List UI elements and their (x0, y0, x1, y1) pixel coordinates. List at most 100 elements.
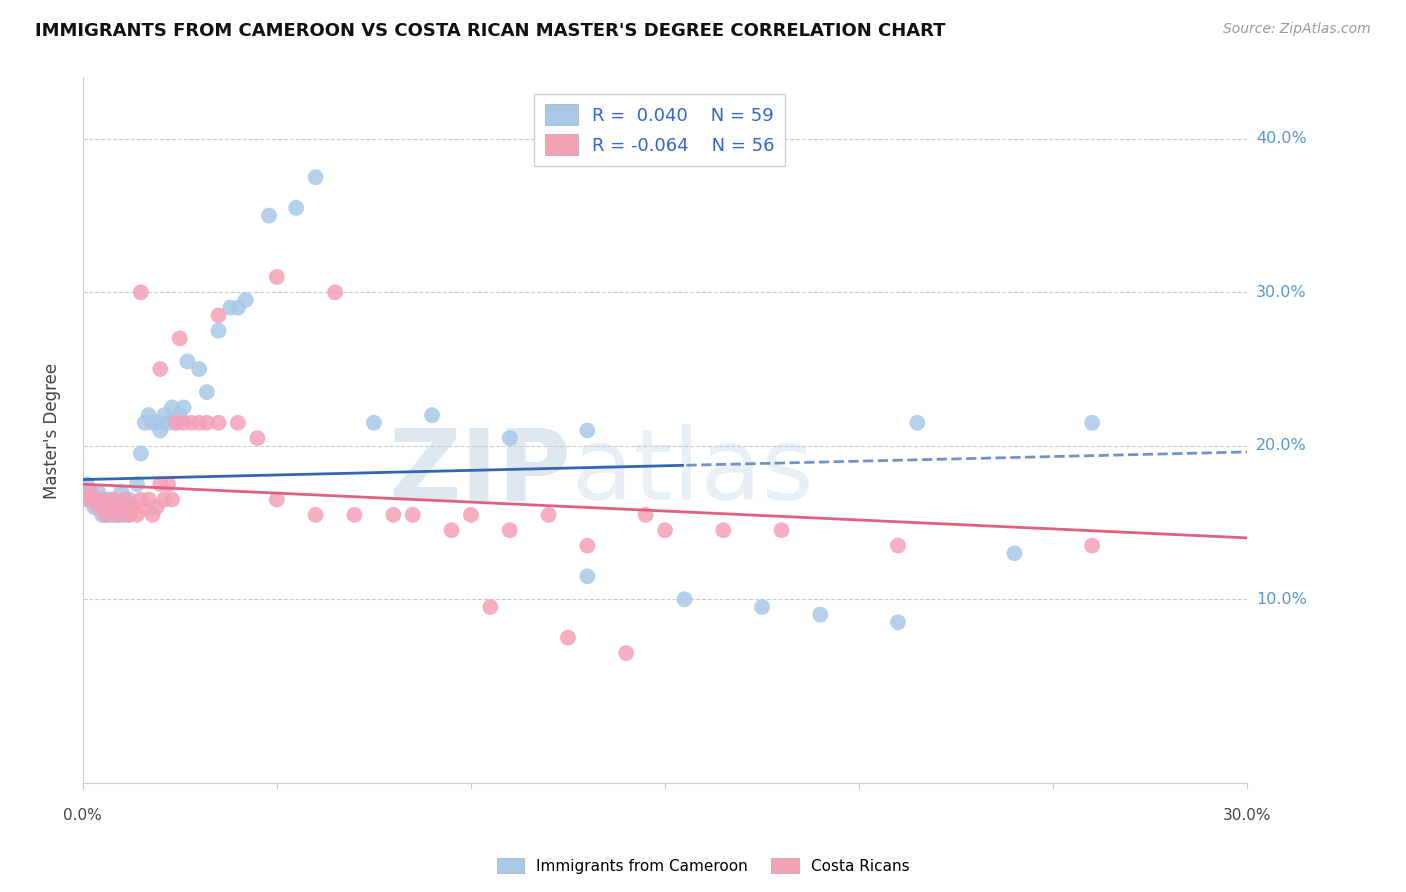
Point (110, 508, 132, 522)
Text: IMMIGRANTS FROM CAMEROON VS COSTA RICAN MASTER'S DEGREE CORRELATION CHART: IMMIGRANTS FROM CAMEROON VS COSTA RICAN … (35, 22, 946, 40)
Point (711, 523, 734, 537)
Point (654, 523, 676, 537)
Point (887, 539, 910, 553)
Point (83, 492, 105, 507)
Point (363, 416, 385, 430)
Point (304, 170, 326, 185)
Point (149, 477, 172, 491)
Point (94, 492, 117, 507)
Point (257, 209, 280, 223)
Point (673, 592, 696, 607)
Point (94, 508, 117, 522)
Point (266, 270, 288, 285)
Point (169, 331, 191, 345)
Point (118, 492, 141, 507)
Point (266, 492, 288, 507)
Text: atlas: atlas (572, 425, 814, 521)
Point (110, 484, 132, 499)
Point (165, 416, 187, 430)
Text: Source: ZipAtlas.com: Source: ZipAtlas.com (1223, 22, 1371, 37)
Point (87, 500, 110, 515)
Point (382, 508, 405, 522)
Point (107, 508, 129, 522)
Point (195, 416, 218, 430)
Point (173, 416, 195, 430)
Point (808, 607, 831, 622)
Point (207, 324, 229, 338)
Point (87, 500, 110, 515)
Point (91, 492, 114, 507)
Point (499, 523, 522, 537)
Point (149, 362, 172, 376)
Point (304, 508, 326, 522)
Text: 30.0%: 30.0% (1223, 808, 1271, 823)
Point (173, 401, 195, 415)
Point (402, 508, 425, 522)
Point (141, 508, 163, 522)
Point (103, 492, 125, 507)
Point (141, 416, 163, 430)
Point (98, 508, 121, 522)
Point (134, 416, 156, 430)
Text: 20.0%: 20.0% (1256, 438, 1306, 453)
Point (79, 484, 101, 499)
Point (122, 500, 145, 515)
Point (537, 508, 560, 522)
Point (246, 431, 269, 445)
Point (134, 500, 156, 515)
Point (770, 523, 793, 537)
Text: 0.0%: 0.0% (63, 808, 103, 823)
Point (157, 477, 180, 491)
Point (138, 492, 160, 507)
Point (460, 508, 482, 522)
Point (420, 408, 443, 422)
Point (114, 508, 136, 522)
Point (557, 631, 579, 645)
Text: 40.0%: 40.0% (1256, 131, 1306, 146)
Point (125, 508, 148, 522)
Point (188, 362, 211, 376)
Point (107, 508, 129, 522)
Point (440, 523, 463, 537)
Point (79, 484, 101, 499)
Point (153, 408, 176, 422)
Point (157, 416, 180, 430)
Point (129, 285, 152, 300)
Point (114, 492, 136, 507)
Point (323, 285, 346, 300)
Point (125, 477, 148, 491)
Point (207, 309, 229, 323)
Point (87, 484, 110, 499)
Point (138, 408, 160, 422)
Point (1081, 539, 1104, 553)
Point (165, 416, 187, 430)
Point (129, 446, 152, 460)
Point (576, 569, 599, 583)
Point (188, 416, 211, 430)
Point (98, 500, 121, 515)
Point (83, 500, 105, 515)
Point (195, 385, 218, 400)
Point (79, 492, 101, 507)
Point (1004, 546, 1026, 560)
Point (76, 492, 98, 507)
Point (83, 492, 105, 507)
Point (576, 424, 599, 438)
Point (107, 500, 129, 515)
Y-axis label: Master's Degree: Master's Degree (44, 362, 60, 499)
Point (98, 492, 121, 507)
Point (887, 615, 910, 630)
Point (226, 301, 249, 315)
Point (149, 424, 172, 438)
Point (180, 416, 202, 430)
Point (160, 401, 183, 415)
Legend: R =  0.040    N = 59, R = -0.064    N = 56: R = 0.040 N = 59, R = -0.064 N = 56 (534, 94, 786, 166)
Point (91, 492, 114, 507)
Point (176, 354, 198, 368)
Point (145, 500, 167, 515)
Point (118, 508, 141, 522)
Point (479, 599, 502, 614)
Point (226, 416, 249, 430)
Point (103, 500, 125, 515)
Point (576, 539, 599, 553)
